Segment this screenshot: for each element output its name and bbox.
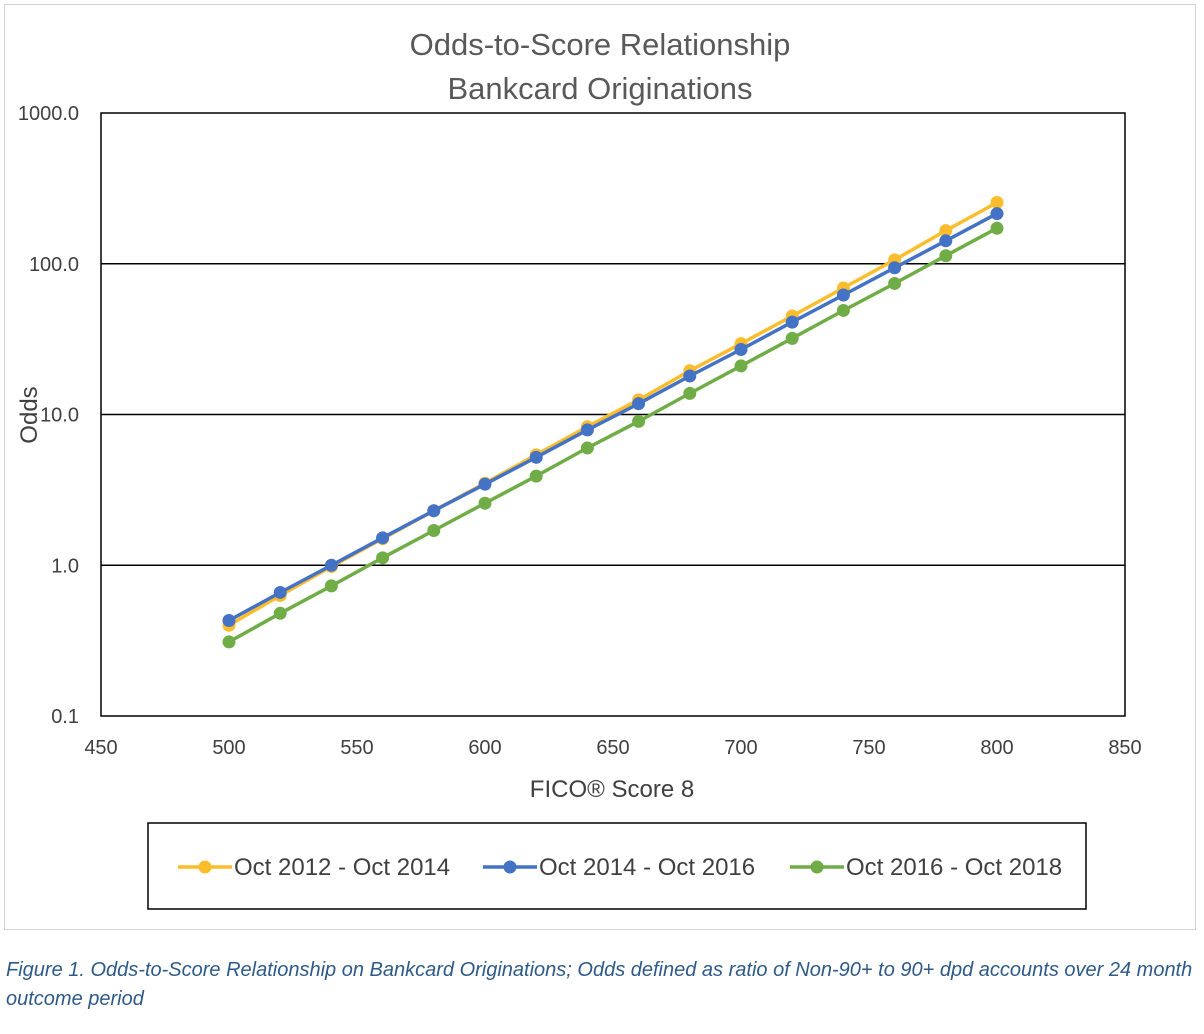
x-tick-label: 550	[340, 737, 373, 759]
data-point	[427, 504, 441, 518]
data-point	[990, 195, 1004, 209]
data-point	[478, 496, 492, 510]
legend-label: Oct 2014 - Oct 2016	[539, 854, 755, 881]
data-point	[888, 276, 902, 290]
x-tick-label: 450	[84, 737, 117, 759]
y-axis-tick-labels: 0.1 1.0 10.0 100.0 1000.0	[18, 103, 79, 728]
data-point	[632, 414, 646, 428]
data-point	[939, 249, 953, 263]
data-point	[785, 331, 799, 345]
legend-marker	[810, 860, 824, 874]
data-point	[990, 221, 1004, 235]
figure-caption: Figure 1. Odds-to-Score Relationship on …	[6, 959, 1193, 1010]
data-point	[785, 315, 799, 329]
data-point	[529, 469, 543, 483]
x-tick-label: 750	[852, 737, 885, 759]
y-tick-label: 1000.0	[18, 103, 79, 125]
chart-title: Odds-to-Score Relationship Bankcard Orig…	[410, 27, 791, 106]
data-point	[222, 635, 236, 649]
legend: Oct 2012 - Oct 2014 Oct 2014 - Oct 2016 Oc…	[147, 822, 1087, 910]
series-lines	[222, 195, 1004, 649]
legend-marker	[503, 860, 517, 874]
data-point	[478, 477, 492, 491]
x-tick-label: 850	[1108, 737, 1141, 759]
data-point	[580, 441, 594, 455]
data-point	[273, 606, 287, 620]
legend-label: Oct 2016 - Oct 2018	[846, 854, 1062, 881]
data-point	[580, 423, 594, 437]
data-point	[376, 551, 390, 565]
y-tick-label: 10.0	[40, 405, 79, 427]
data-point	[529, 450, 543, 464]
data-point	[376, 531, 390, 545]
chart-title-line-2: Bankcard Originations	[448, 71, 753, 106]
chart-frame: Odds-to-Score Relationship Bankcard Orig…	[4, 4, 1196, 930]
legend-label: Oct 2012 - Oct 2014	[234, 854, 450, 881]
data-point	[836, 303, 850, 317]
data-point	[888, 261, 902, 275]
data-point	[734, 342, 748, 356]
data-point	[632, 397, 646, 411]
legend-marker	[198, 860, 212, 874]
x-axis-title: FICO® Score 8	[530, 776, 694, 803]
data-point	[939, 224, 953, 238]
data-point	[939, 234, 953, 248]
y-tick-label: 1.0	[51, 555, 79, 577]
data-point	[324, 558, 338, 572]
x-tick-label: 800	[980, 737, 1013, 759]
data-point	[734, 359, 748, 373]
series-line	[228, 226, 998, 644]
x-axis-tick-labels: 450 500 550 600 650 700 750 800 850	[84, 737, 1141, 759]
plot-area-border	[100, 112, 1126, 717]
x-tick-label: 500	[212, 737, 245, 759]
data-point	[324, 579, 338, 593]
x-tick-label: 650	[596, 737, 629, 759]
data-point	[683, 369, 697, 383]
data-point	[836, 288, 850, 302]
series-3	[222, 221, 1004, 649]
data-point	[427, 524, 441, 538]
series-2	[222, 207, 1004, 628]
x-tick-label: 600	[468, 737, 501, 759]
series-line	[228, 212, 998, 623]
y-tick-label: 0.1	[51, 706, 79, 728]
y-tick-label: 100.0	[29, 254, 79, 276]
odds-to-score-chart: Odds-to-Score Relationship Bankcard Orig…	[16, 27, 1142, 910]
data-point	[273, 585, 287, 599]
chart-title-line-1: Odds-to-Score Relationship	[410, 27, 791, 62]
data-point	[683, 386, 697, 400]
y-axis-title: Odds	[16, 386, 43, 443]
legend-box	[147, 822, 1087, 910]
data-point	[990, 207, 1004, 221]
data-point	[222, 614, 236, 628]
x-tick-label: 700	[724, 737, 757, 759]
